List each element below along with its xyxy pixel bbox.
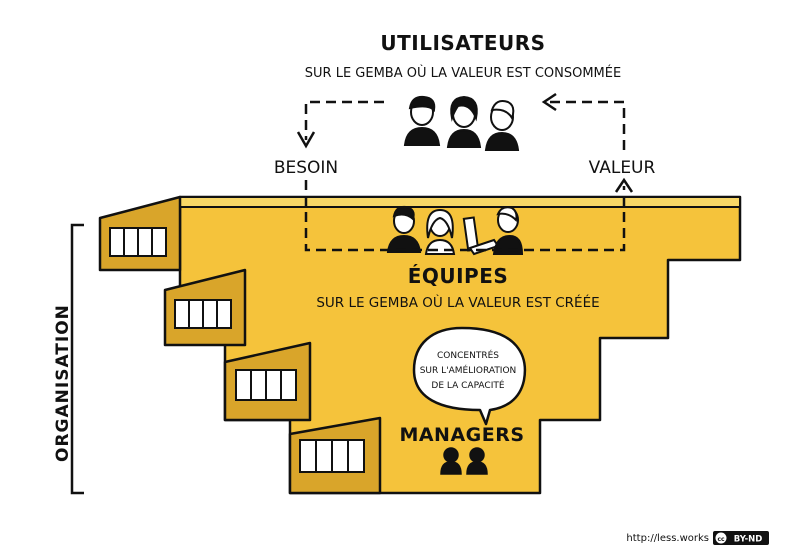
level-box-1 bbox=[98, 195, 182, 272]
need-label: BESOIN bbox=[274, 158, 338, 178]
value-flow-line bbox=[548, 100, 626, 150]
footer-url: http://less.works bbox=[626, 533, 709, 544]
license-label: BY-ND bbox=[734, 535, 763, 545]
value-flow-loop bbox=[304, 100, 626, 252]
users-subtitle: SUR LE GEMBA OÙ LA VALEUR EST CONSOMMÉE bbox=[305, 65, 621, 81]
users-title: UTILISATEURS bbox=[380, 31, 545, 55]
users-icon bbox=[403, 95, 520, 151]
value-arrow-left-icon bbox=[541, 92, 557, 112]
level-box-2 bbox=[163, 268, 247, 347]
bubble-line-2: SUR L'AMÉLIORATION bbox=[420, 364, 517, 376]
organisation-label: ORGANISATION bbox=[53, 304, 73, 462]
need-flow-line bbox=[304, 100, 384, 140]
svg-text:cc: cc bbox=[717, 536, 725, 543]
building-roof bbox=[179, 196, 741, 208]
cc-license-badge: cc BY-ND bbox=[713, 531, 769, 545]
need-flow-down bbox=[304, 180, 626, 252]
teams-title: ÉQUIPES bbox=[408, 264, 509, 288]
level-box-4 bbox=[288, 416, 382, 495]
value-arrow-up-icon bbox=[614, 177, 634, 193]
managers-icon bbox=[440, 447, 488, 475]
cc-icon bbox=[715, 532, 727, 544]
bubble-line-3: DE LA CAPACITÉ bbox=[431, 379, 504, 391]
need-arrow-icon bbox=[296, 131, 316, 149]
level-box-3 bbox=[223, 341, 312, 422]
organisation-bracket bbox=[70, 223, 84, 495]
managers-title: MANAGERS bbox=[399, 424, 524, 446]
teams-subtitle: SUR LE GEMBA OÙ LA VALEUR EST CRÉÉE bbox=[316, 293, 599, 311]
manager-speech-bubble bbox=[412, 326, 527, 426]
bubble-line-1: CONCENTRÉS bbox=[437, 349, 499, 361]
value-label: VALEUR bbox=[589, 158, 656, 178]
